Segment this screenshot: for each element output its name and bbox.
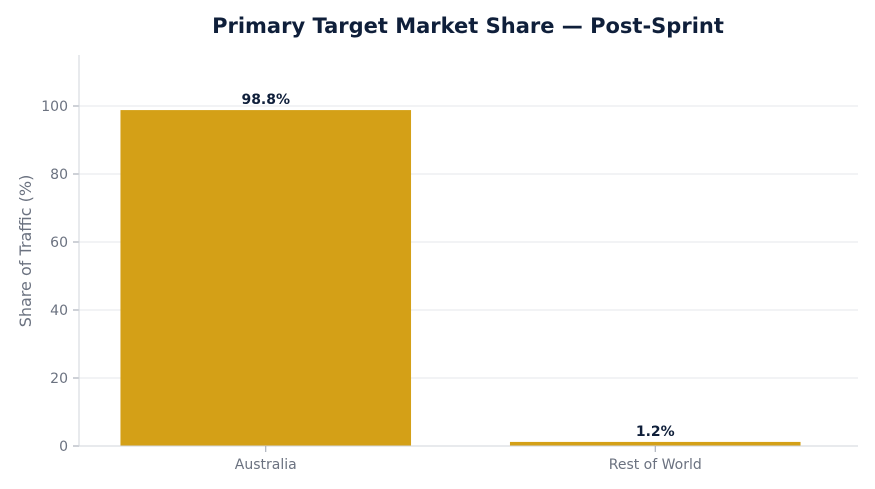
data-label: 98.8% (241, 92, 290, 108)
x-tick-label: Rest of World (609, 457, 702, 473)
y-tick-label: 40 (50, 303, 68, 319)
data-label: 1.2% (636, 424, 675, 440)
bar-australia (120, 110, 412, 446)
chart-title: Primary Target Market Share — Post-Sprin… (212, 14, 724, 38)
x-tick-label: Australia (235, 457, 297, 473)
axes (73, 55, 858, 452)
y-tick-label: 20 (50, 371, 68, 387)
bars (120, 110, 801, 446)
y-tick-label: 80 (50, 167, 68, 183)
bar-rest-of-world (509, 441, 801, 446)
labels: 0 20 40 60 80 100 98.8% Australia 1.2% Rest of Wo… (41, 92, 701, 473)
y-axis-label: Share of Traffic (%) (16, 175, 35, 328)
y-tick-label: 100 (41, 99, 68, 115)
y-tick-label: 60 (50, 235, 68, 251)
y-tick-label: 0 (59, 439, 68, 455)
